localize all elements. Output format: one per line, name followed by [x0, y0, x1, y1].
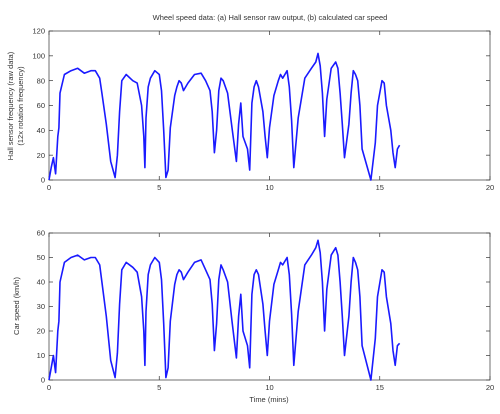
figure-title: Wheel speed data: (a) Hall sensor raw ou…: [153, 13, 388, 22]
y-tick-label: 20: [37, 327, 45, 336]
y-tick-label: 30: [37, 302, 45, 311]
x-tick-label: 5: [157, 383, 161, 392]
y-tick-label: 20: [37, 151, 45, 160]
plot-area-frame: [48, 232, 491, 381]
x-tick-label: 15: [376, 383, 384, 392]
y-tick-label: 60: [37, 101, 45, 110]
x-tick-label: 15: [376, 183, 384, 192]
y-tick-label: 80: [37, 76, 45, 85]
y-tick-label: 40: [37, 278, 45, 287]
chart-hall-sensor: 0 5 10 15 20 0 20 40 60 80 100 120 Hall sensor freq…: [6, 27, 494, 192]
x-tick-label: 10: [265, 183, 273, 192]
y-axis-label: Car speed (km/h): [12, 277, 21, 335]
x-tick-label: 10: [265, 383, 273, 392]
y-tick-label: 100: [32, 51, 45, 60]
x-tick-label: 20: [486, 383, 494, 392]
y-tick-label: 120: [32, 27, 45, 36]
y-axis-label-line2: (12x rotation frequency): [16, 66, 25, 146]
axis-ticks: 0 5 10 15 20 0 10 20 30 40 50 60: [37, 229, 495, 392]
y-tick-label: 0: [41, 376, 45, 385]
y-tick-label: 60: [37, 229, 45, 238]
x-tick-label: 0: [47, 183, 51, 192]
axis-ticks: 0 5 10 15 20 0 20 40 60 80 100 120: [32, 27, 494, 192]
y-tick-label: 50: [37, 253, 45, 262]
plot-area-frame: [48, 30, 491, 181]
x-axis-label: Time (mins): [249, 395, 289, 404]
chart-car-speed: 0 5 10 15 20 0 10 20 30 40 50 60 Car speed (km/h) T…: [12, 229, 494, 404]
x-tick-label: 20: [486, 183, 494, 192]
y-tick-label: 10: [37, 351, 45, 360]
series-line-car-speed: [48, 239, 401, 381]
x-tick-label: 5: [157, 183, 161, 192]
y-tick-label: 40: [37, 126, 45, 135]
series-line-hall-frequency: [48, 52, 401, 181]
y-axis-label-line1: Hall sensor frequency (raw data): [6, 51, 15, 160]
x-tick-label: 0: [47, 383, 51, 392]
y-tick-label: 0: [41, 176, 45, 185]
